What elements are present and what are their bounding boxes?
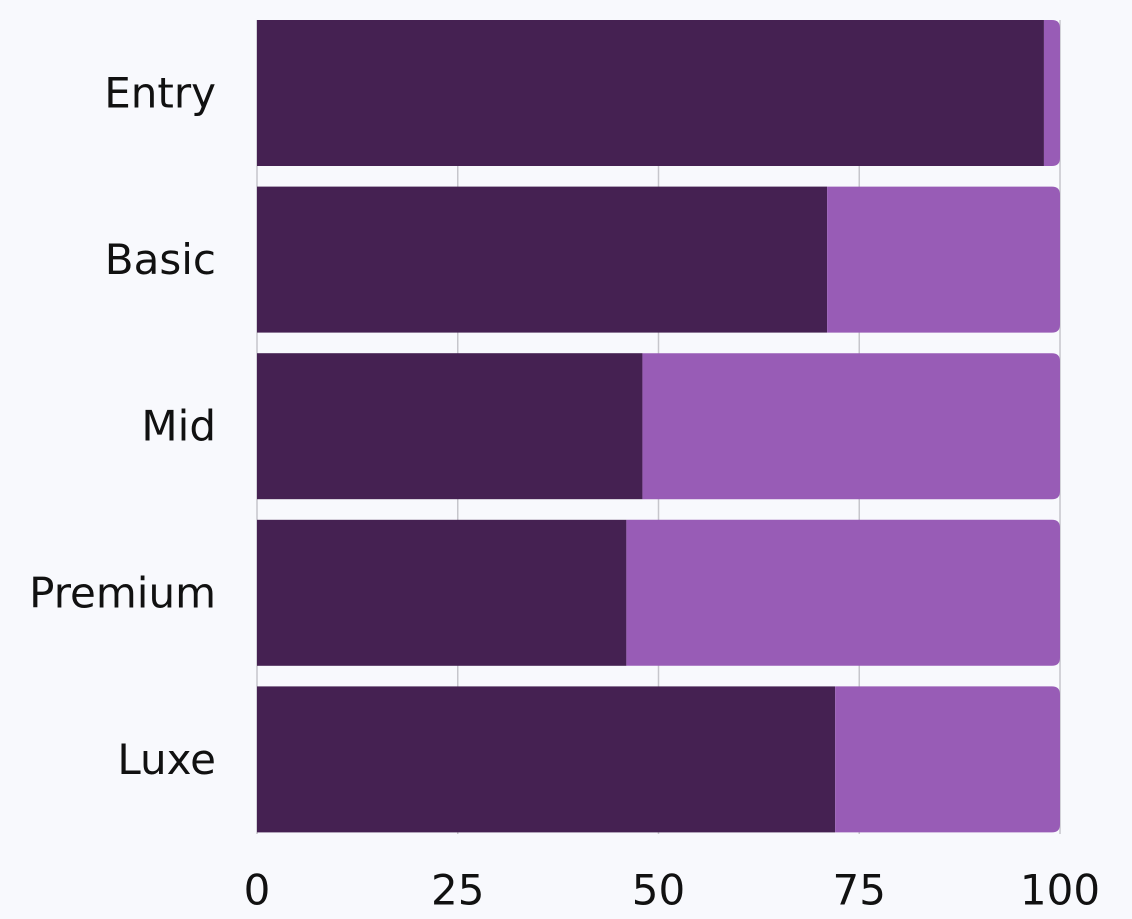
- x-tick-label-0: 0: [244, 866, 271, 915]
- bar-basic-segment-1: [257, 186, 828, 333]
- bar-entry-segment-1: [257, 20, 1044, 166]
- x-tick-label-25: 25: [431, 866, 484, 915]
- x-tick-label-50: 50: [632, 866, 685, 915]
- category-label-entry: Entry: [104, 69, 216, 118]
- bar-entry-segment-2: [1043, 20, 1060, 166]
- category-label-luxe: Luxe: [117, 735, 216, 784]
- x-tick-label-75: 75: [833, 866, 886, 915]
- bar-premium-segment-1: [257, 519, 627, 666]
- category-label-premium: Premium: [29, 568, 216, 617]
- bar-luxe-segment-1: [257, 686, 836, 833]
- category-label-mid: Mid: [141, 402, 216, 451]
- bar-luxe-segment-2: [835, 686, 1060, 833]
- bar-premium-segment-2: [626, 519, 1060, 666]
- x-tick-label-100: 100: [1020, 866, 1100, 915]
- bars: [257, 20, 1060, 833]
- bar-mid-segment-2: [642, 353, 1060, 500]
- x-tick-labels: 0 25 50 75 100: [244, 866, 1100, 915]
- category-labels: Entry Basic Mid Premium Luxe: [29, 69, 216, 784]
- bar-mid-segment-1: [257, 353, 643, 500]
- category-label-basic: Basic: [105, 235, 216, 284]
- bar-basic-segment-2: [827, 186, 1060, 333]
